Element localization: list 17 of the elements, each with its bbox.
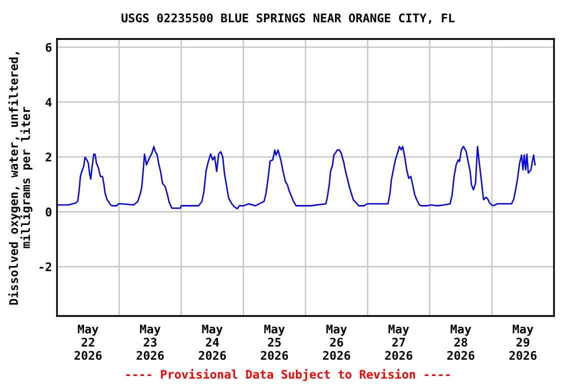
y-tick-label: 6 (46, 42, 52, 52)
line-series (57, 146, 536, 210)
x-tick-label: May 23 2026 (136, 324, 164, 360)
y-tick-label: 4 (46, 98, 52, 107)
y-tick-label: 0 (46, 208, 52, 216)
y-axis-title: Dissolved oxygen, water, unfiltered, milligrams per liter (8, 52, 32, 305)
x-tick-label: May 28 2026 (447, 324, 474, 360)
chart-title: USGS 02235500 BLUE SPRINGS NEAR ORANGE CITY, FL (122, 13, 455, 24)
x-tick-label: May 22 2026 (74, 324, 102, 360)
x-tick-label: May 25 2026 (260, 324, 288, 360)
x-tick-label: May 26 2026 (323, 324, 350, 360)
x-tick-label: May 24 2026 (198, 324, 226, 360)
x-tick-label: May 29 2026 (509, 324, 537, 360)
x-tick-label: May 27 2026 (385, 324, 412, 360)
text: ---- Provisional Data Subject to Revision ---- (126, 368, 450, 382)
y-tick-label: 2 (46, 152, 52, 162)
y-tick-label: -2 (40, 262, 52, 272)
